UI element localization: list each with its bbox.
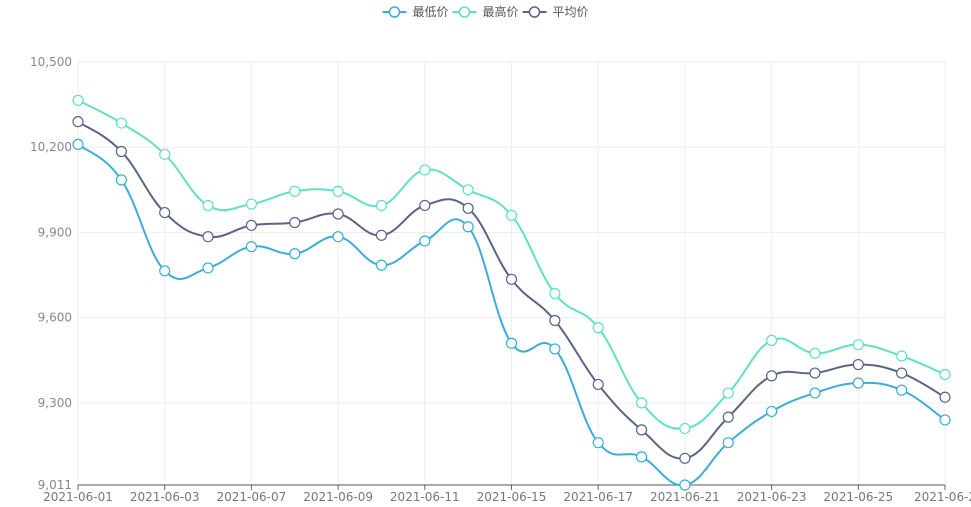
data-point[interactable] [679,422,691,435]
x-tick-label: 2021-06-09 [303,490,373,503]
legend-swatch-marker [388,6,401,18]
data-point[interactable] [462,184,474,196]
axes: 9,011 9,300 9,600 9,900 10,200 10,500 2021-06-… [30,55,971,504]
x-tick-label: 2021-06-23 [737,490,807,503]
y-tick-label: 10,200 [30,140,72,154]
grid [77,61,946,486]
data-point[interactable] [289,248,301,260]
data-point[interactable] [679,479,691,491]
data-point[interactable] [635,397,648,409]
data-point[interactable] [462,202,474,214]
data-point[interactable] [592,437,604,449]
data-point[interactable] [375,199,388,212]
x-tick-label: 2021-06-25 [823,490,893,503]
data-point[interactable] [635,424,648,436]
x-tick-label: 2021-06-11 [390,490,460,503]
data-point[interactable] [505,337,518,349]
data-point[interactable] [722,411,734,423]
data-point[interactable] [202,231,214,243]
series-0[interactable] [72,138,951,491]
data-point[interactable] [809,347,821,359]
data-point[interactable] [939,391,951,403]
data-point[interactable] [115,145,127,158]
data-point[interactable] [809,387,821,399]
data-point[interactable] [202,262,214,274]
series-line[interactable] [77,99,946,430]
data-point[interactable] [419,199,431,212]
data-point[interactable] [245,198,257,210]
data-point[interactable] [896,384,908,396]
data-point[interactable] [852,377,864,389]
data-point[interactable] [332,231,344,243]
data-point[interactable] [939,368,951,381]
data-point[interactable] [72,94,84,106]
data-point[interactable] [159,206,171,219]
data-point[interactable] [159,265,171,277]
data-point[interactable] [939,414,951,426]
y-tick-label: 9,300 [38,396,72,410]
data-point[interactable] [549,314,561,327]
data-point[interactable] [419,164,431,176]
data-point[interactable] [375,259,388,271]
data-point[interactable] [765,405,778,418]
data-point[interactable] [332,185,344,197]
series-1[interactable] [72,94,951,435]
legend-label: 平均价 [553,5,589,19]
data-point[interactable] [549,287,561,300]
data-point[interactable] [722,437,734,449]
x-tick-label: 2021-06-01 [43,490,113,503]
x-tick-label: 2021-06-07 [217,490,287,503]
data-point[interactable] [722,387,734,399]
data-point[interactable] [72,138,84,150]
x-tick-label: 2021-06-17 [563,490,633,503]
data-point[interactable] [896,367,908,379]
data-point[interactable] [505,209,518,222]
legend-label: 最低价 [413,5,449,19]
legend-item[interactable]: 最低价 [382,5,449,19]
data-point[interactable] [505,273,518,285]
legend[interactable]: 最低价 最高价 平均价 [382,4,589,19]
data-point[interactable] [202,199,214,212]
data-point[interactable] [419,235,431,247]
x-tick-label: 2021-06-15 [477,490,547,503]
legend-label: 最高价 [483,4,519,19]
data-point[interactable] [592,322,604,334]
data-point[interactable] [245,219,257,231]
data-point[interactable] [765,334,778,347]
data-point[interactable] [245,241,257,253]
data-point[interactable] [115,174,127,186]
data-point[interactable] [159,148,171,160]
series-lines [72,94,951,491]
data-point[interactable] [462,221,474,233]
legend-swatch-marker [528,6,541,18]
y-tick-label: 9,011 [38,478,72,492]
legend-item[interactable]: 平均价 [522,5,589,19]
data-point[interactable] [765,370,778,382]
data-point[interactable] [809,367,821,379]
data-point[interactable] [852,358,864,371]
data-point[interactable] [289,185,301,197]
data-point[interactable] [549,343,561,355]
x-tick-label: 2021-06-2 [914,490,971,503]
data-point[interactable] [289,216,301,229]
legend-swatch-marker [458,6,471,18]
y-tick-label: 9,900 [38,225,72,239]
data-point[interactable] [635,451,648,463]
series-2[interactable] [72,116,951,464]
legend-item[interactable]: 最高价 [452,4,519,19]
data-point[interactable] [679,452,691,464]
data-point[interactable] [115,117,127,129]
data-point[interactable] [592,378,604,391]
x-tick-label: 2021-06-21 [650,490,720,503]
x-tick-label: 2021-06-03 [130,490,200,503]
data-point[interactable] [375,229,388,241]
y-tick-label: 10,500 [30,55,72,69]
data-point[interactable] [72,116,84,128]
data-point[interactable] [896,350,908,362]
y-tick-label: 9,600 [38,311,72,325]
data-point[interactable] [852,339,864,351]
data-point[interactable] [332,208,344,220]
